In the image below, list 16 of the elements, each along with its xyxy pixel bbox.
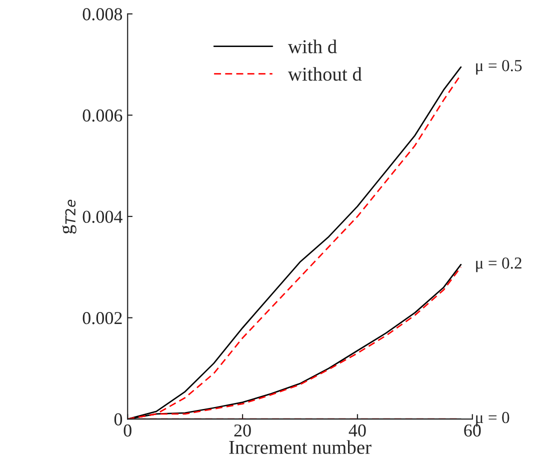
y-tick-label: 0.004: [82, 210, 122, 223]
y-tick-label: 0.008: [82, 8, 122, 20]
y-tick-label: 0.006: [82, 109, 122, 122]
legend-label: without d: [288, 67, 362, 81]
x-tick-label: 20: [234, 424, 251, 437]
y-tick-label: 0: [114, 413, 122, 426]
x-tick-label: 40: [348, 424, 366, 437]
text: μ = 0.5: [476, 60, 522, 75]
text: μ = 0.2: [476, 257, 522, 272]
x-tick-label: 0: [124, 424, 132, 437]
legend-label: with d: [288, 40, 337, 54]
y-axis-title: g$_{T2e}$: [62, 200, 76, 234]
y-tick-label: 0.002: [82, 312, 122, 324]
x-axis-title: Increment number: [229, 440, 372, 454]
text: μ = 0: [476, 412, 510, 427]
x-tick-label: 60: [464, 424, 481, 437]
